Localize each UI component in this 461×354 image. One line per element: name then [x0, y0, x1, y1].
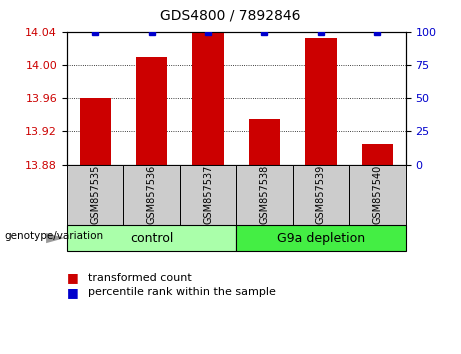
Bar — [136, 57, 167, 165]
Bar — [293, 165, 349, 225]
Text: GSM857537: GSM857537 — [203, 165, 213, 224]
Bar — [180, 165, 236, 225]
Text: GSM857535: GSM857535 — [90, 165, 100, 224]
Bar — [236, 165, 293, 225]
Bar — [236, 225, 406, 251]
Bar — [362, 144, 393, 165]
Text: GSM857538: GSM857538 — [260, 165, 270, 224]
Text: GSM857540: GSM857540 — [372, 165, 383, 224]
Text: GSM857536: GSM857536 — [147, 165, 157, 224]
Bar — [193, 15, 224, 165]
Bar — [306, 39, 337, 165]
Text: transformed count: transformed count — [88, 273, 191, 283]
Text: GDS4800 / 7892846: GDS4800 / 7892846 — [160, 9, 301, 23]
Text: ■: ■ — [67, 286, 78, 298]
Polygon shape — [46, 233, 65, 243]
Bar — [67, 225, 236, 251]
Bar — [67, 165, 123, 225]
Bar — [249, 119, 280, 165]
Bar — [80, 98, 111, 165]
Bar — [349, 165, 406, 225]
Text: ■: ■ — [67, 272, 78, 284]
Text: GSM857539: GSM857539 — [316, 165, 326, 224]
Text: genotype/variation: genotype/variation — [5, 231, 104, 241]
Text: percentile rank within the sample: percentile rank within the sample — [88, 287, 276, 297]
Text: control: control — [130, 232, 173, 245]
Bar — [123, 165, 180, 225]
Text: G9a depletion: G9a depletion — [277, 232, 365, 245]
